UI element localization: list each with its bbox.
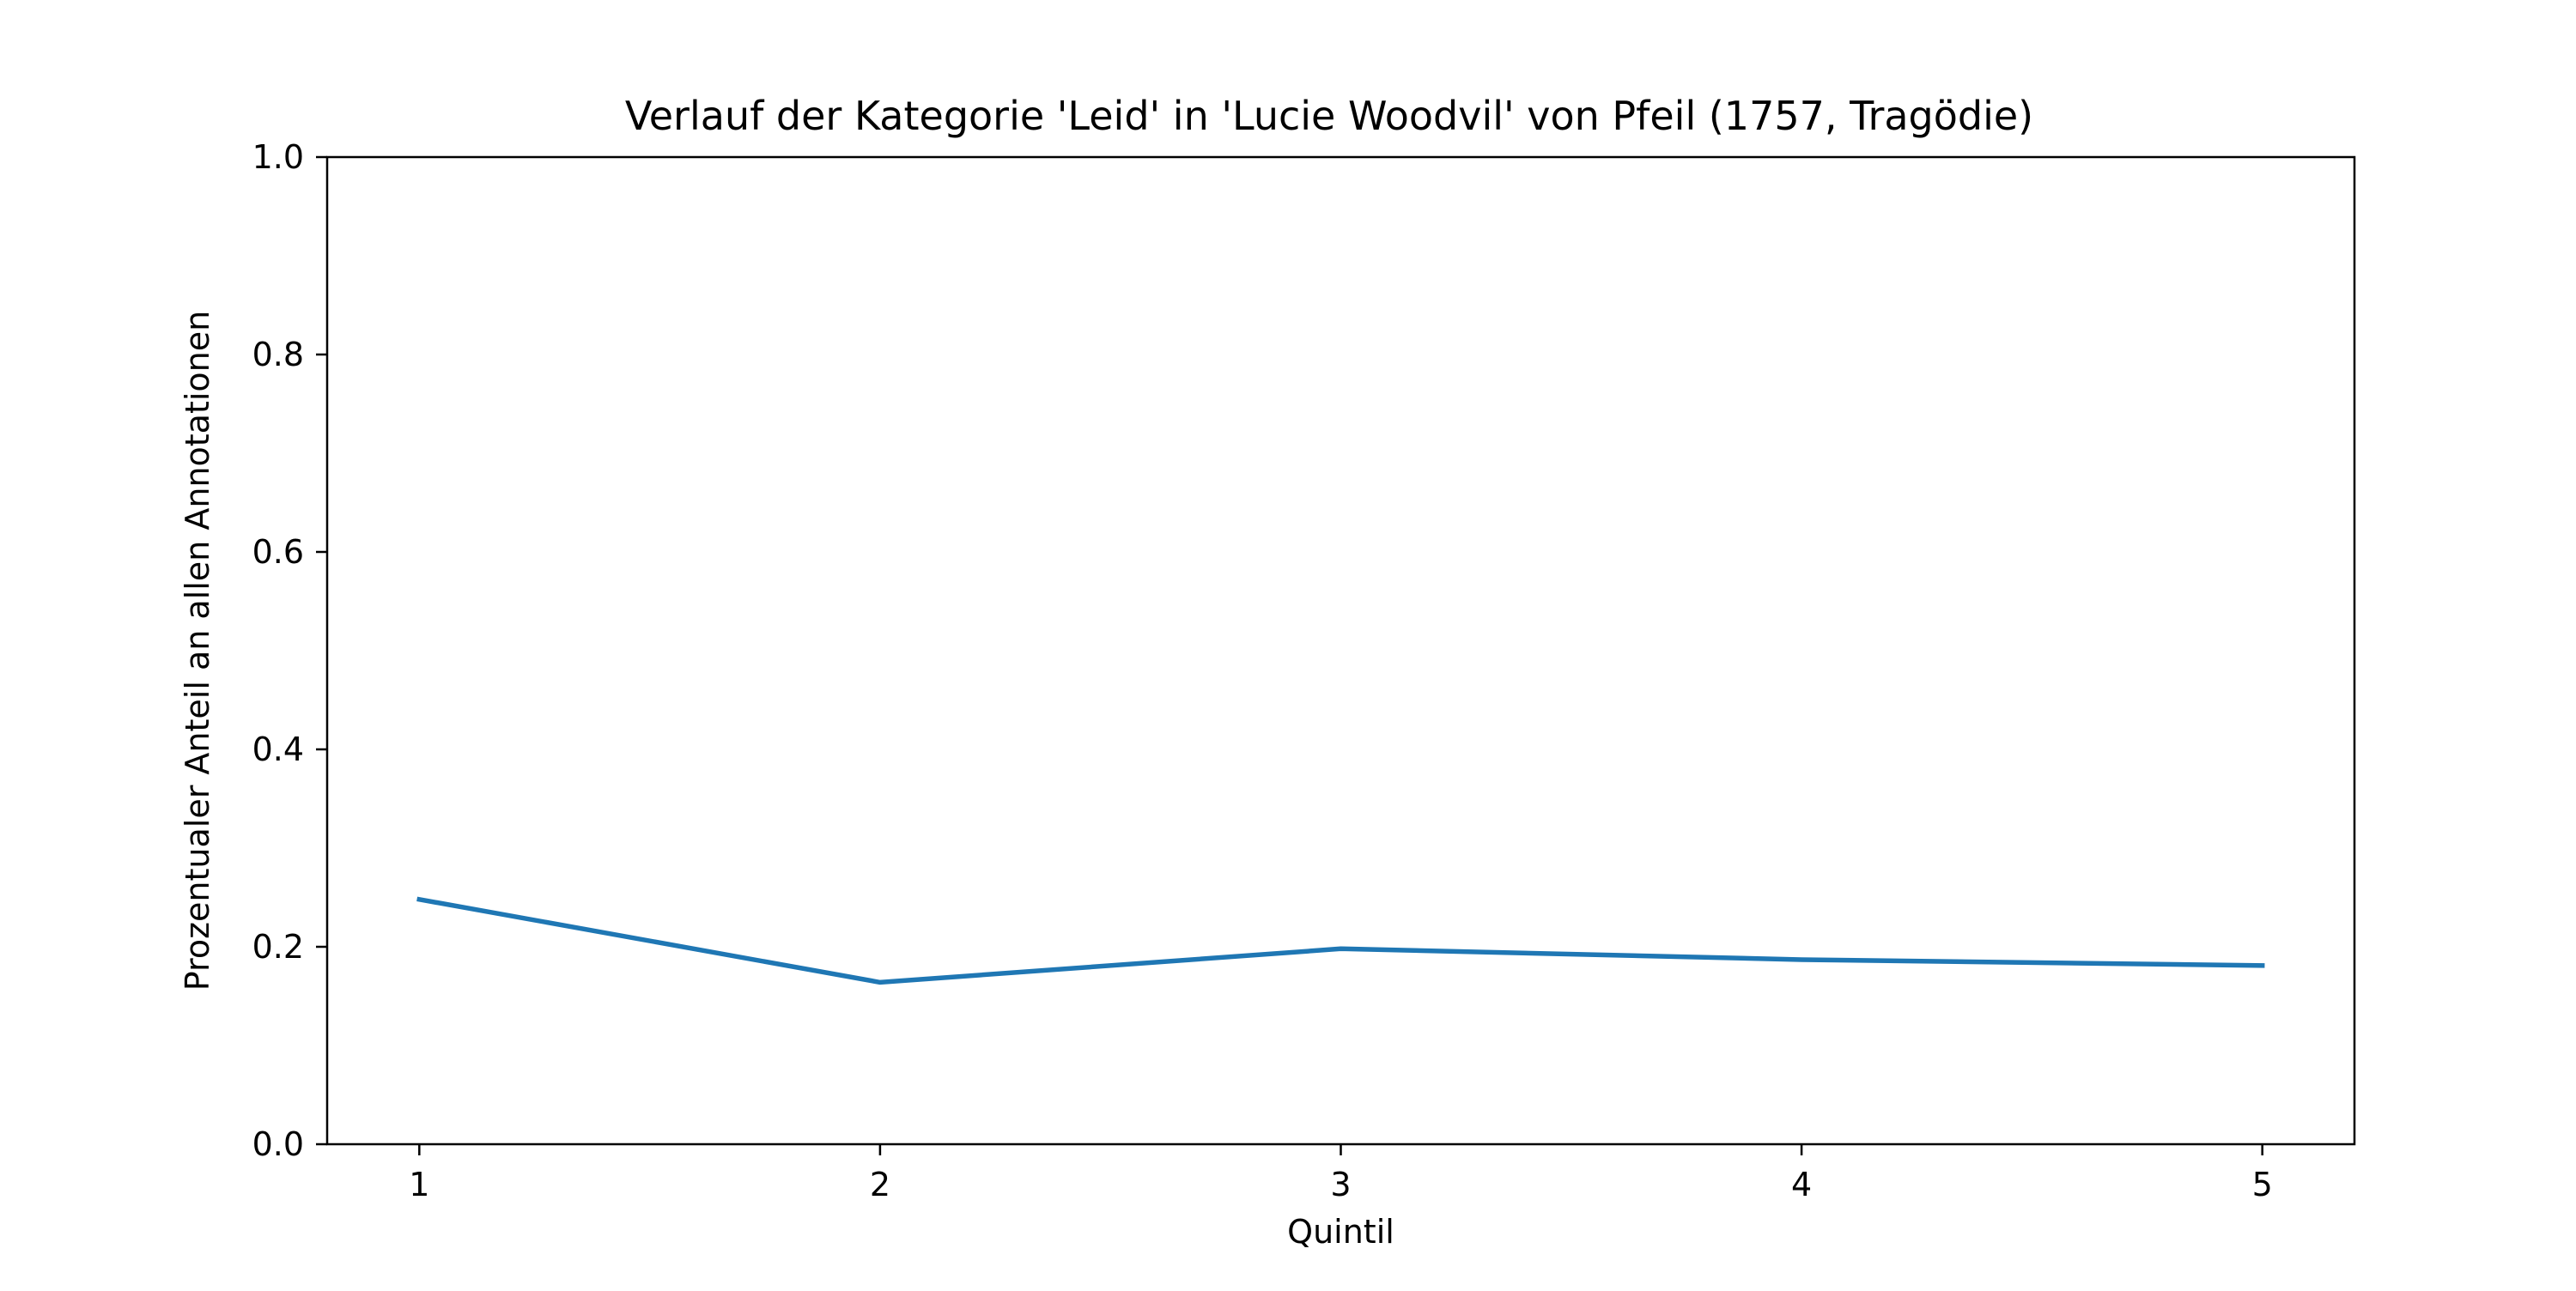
y-tick-label: 1.0 (252, 138, 304, 176)
plot-frame (325, 155, 2356, 1146)
y-tick-label: 0.4 (252, 730, 304, 768)
y-tick-label: 0.8 (252, 336, 304, 373)
series-layer (416, 896, 2265, 985)
y-axis-ticks: 0.0 0.2 0.4 0.6 0.8 1.0 (252, 138, 327, 1163)
x-tick-label: 1 (409, 1166, 429, 1203)
x-tick-label: 5 (2252, 1166, 2273, 1203)
x-tick-label: 3 (1330, 1166, 1351, 1203)
series-line (416, 896, 2265, 985)
x-axis-ticks: 1 2 3 4 5 (409, 1144, 2273, 1203)
y-tick-label: 0.0 (252, 1125, 304, 1163)
x-tick-label: 2 (870, 1166, 890, 1203)
x-axis-label: Quintil (1287, 1213, 1394, 1251)
y-tick-label: 0.6 (252, 533, 304, 571)
y-tick-label: 0.2 (252, 928, 304, 966)
x-tick-label: 4 (1791, 1166, 1812, 1203)
chart-title: Verlauf der Kategorie 'Leid' in 'Lucie W… (625, 93, 2033, 139)
y-axis-label: Prozentualer Anteil an allen Annotatione… (179, 311, 216, 991)
